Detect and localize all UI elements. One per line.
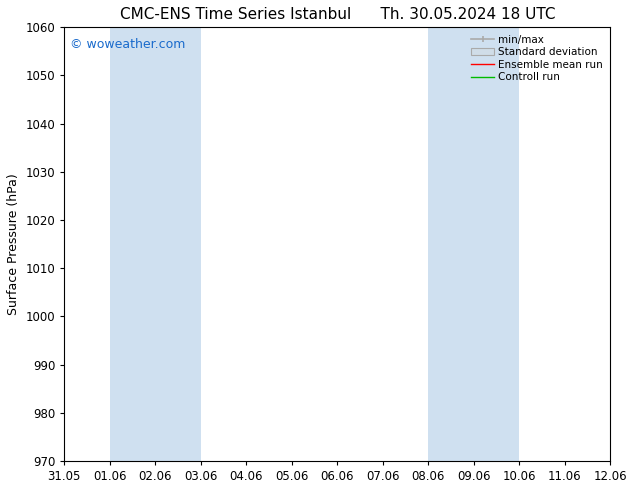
Legend: min/max, Standard deviation, Ensemble mean run, Controll run: min/max, Standard deviation, Ensemble me… xyxy=(469,32,605,84)
Bar xyxy=(110,27,201,461)
Text: © woweather.com: © woweather.com xyxy=(70,38,185,51)
Title: CMC-ENS Time Series Istanbul      Th. 30.05.2024 18 UTC: CMC-ENS Time Series Istanbul Th. 30.05.2… xyxy=(120,7,555,22)
Bar xyxy=(428,27,519,461)
Bar xyxy=(611,27,634,461)
Y-axis label: Surface Pressure (hPa): Surface Pressure (hPa) xyxy=(7,173,20,315)
